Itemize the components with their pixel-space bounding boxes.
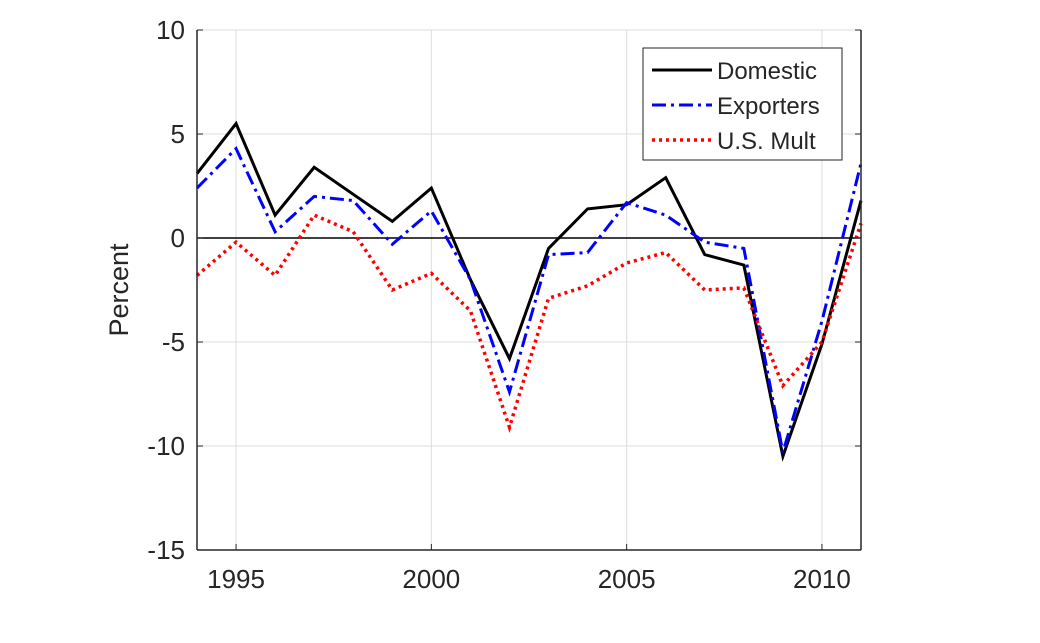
x-tick-label: 2000 [402,564,460,594]
y-tick-label: -10 [147,431,185,461]
y-axis-label: Percent [104,243,134,337]
series-line-0 [195,120,863,463]
y-tick-label: -15 [147,535,185,565]
tick-labels: 1995 2000 2005 2010 -15 -10 -5 0 5 10 [147,15,850,594]
series-line-1 [195,145,863,453]
series-lines [195,120,863,463]
legend: Domestic Exporters U.S. Mult [642,47,843,161]
legend-label: U.S. Mult [717,128,816,155]
legend-box [642,47,843,161]
legend-label: Domestic [717,58,817,85]
series-line-2 [195,212,863,434]
y-tick-label: 5 [171,119,185,149]
x-tick-label: 2010 [793,564,851,594]
x-tick-label: 1995 [207,564,265,594]
legend-label: Exporters [717,93,820,120]
y-tick-label: 0 [171,223,185,253]
y-tick-label: 10 [156,15,185,45]
y-tick-label: -5 [162,327,185,357]
axes [196,29,862,551]
x-tick-label: 2005 [598,564,656,594]
